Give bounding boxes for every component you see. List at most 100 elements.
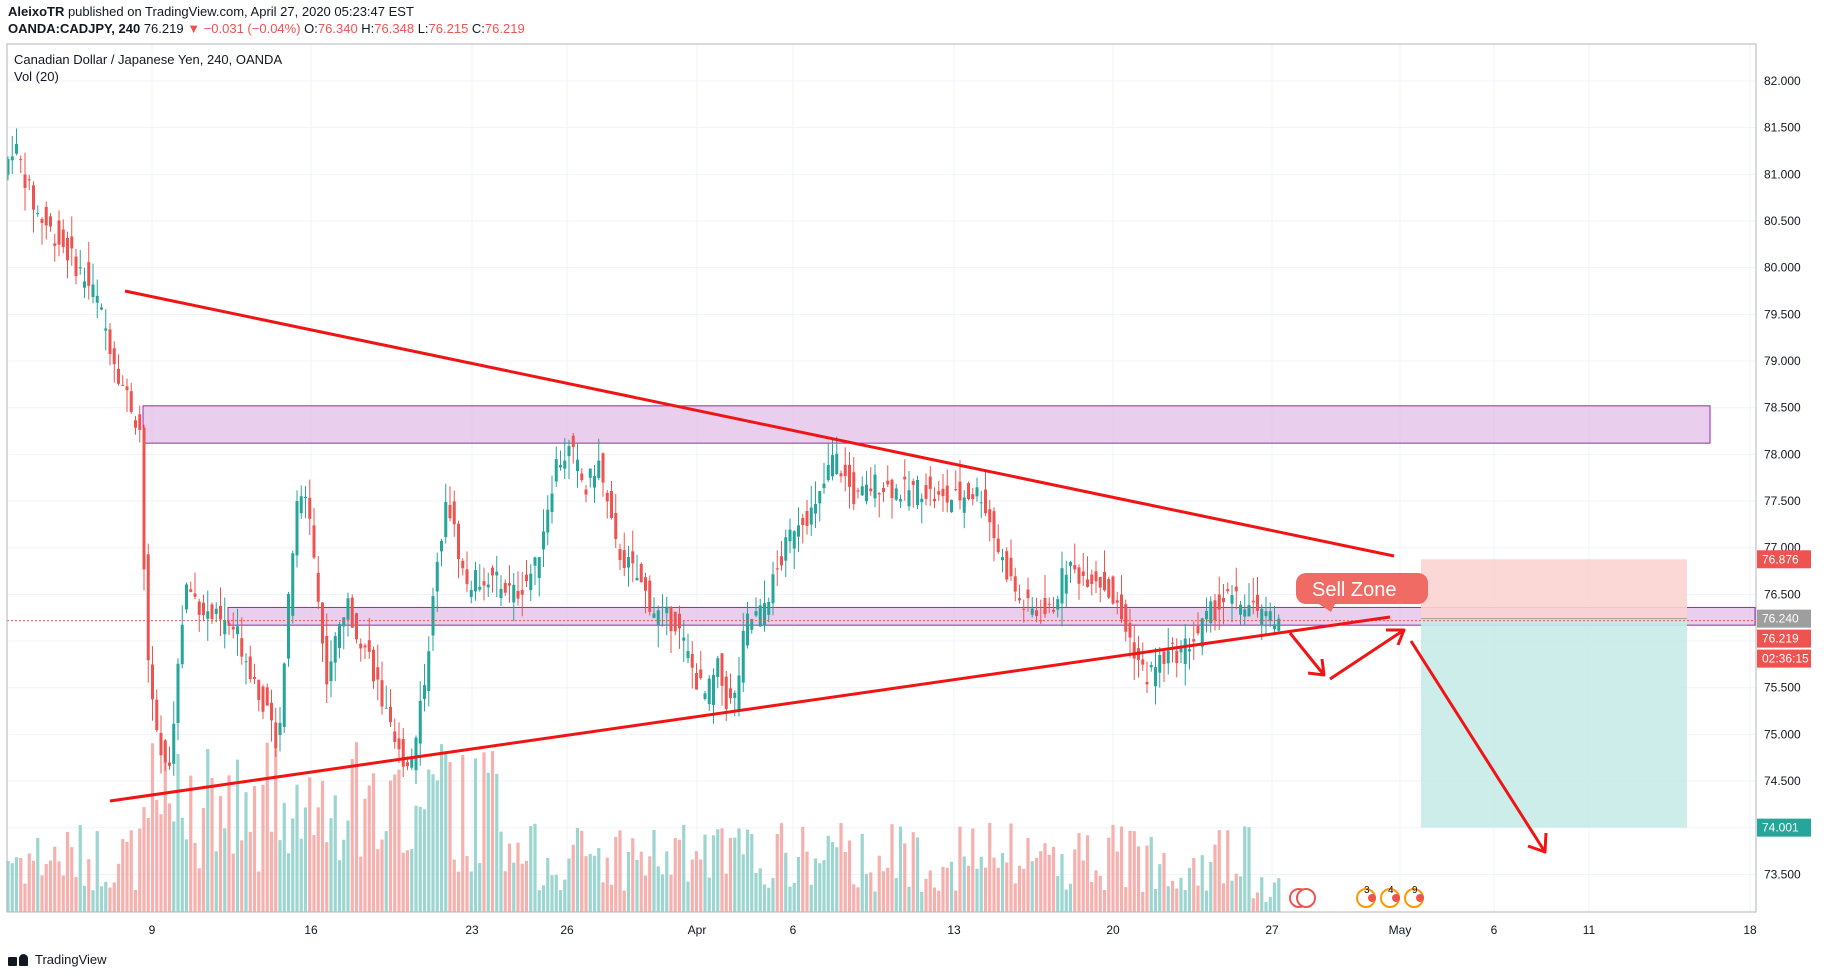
candle-body [822, 483, 826, 489]
candle-body [372, 649, 375, 682]
candle-body [618, 549, 622, 560]
volume-bar [682, 824, 686, 912]
volume-bar [405, 850, 410, 912]
candle-body [321, 602, 324, 644]
volume-bar [788, 886, 792, 912]
volume-bar [869, 872, 873, 912]
candle-body [512, 584, 516, 603]
resistance-zone[interactable] [142, 405, 1711, 444]
candle-body [1230, 595, 1234, 604]
close-label: C: [471, 21, 485, 36]
candle-body [27, 179, 31, 181]
candle-body [1264, 611, 1268, 617]
volume-bar [852, 884, 856, 912]
volume-bar [1264, 901, 1268, 912]
volume-bar [206, 749, 210, 912]
candle-body [707, 678, 711, 705]
candle-body [1047, 603, 1051, 605]
volume-bar [949, 861, 954, 912]
volume-bar [881, 871, 886, 912]
y-tick-label: 82.000 [1764, 74, 1801, 88]
volume-bar [1098, 875, 1102, 912]
candle-body [916, 479, 919, 506]
candle-body [146, 554, 150, 661]
candle-body [525, 574, 528, 582]
candle-body [542, 531, 545, 550]
volume-bar [1187, 867, 1192, 912]
volume-bar [767, 887, 771, 912]
volume-bar [558, 890, 563, 912]
candle-body [478, 586, 482, 590]
candle-body [661, 606, 664, 608]
candle-body [1018, 598, 1021, 601]
sell-zone-bubble[interactable] [1296, 573, 1428, 604]
candle-body [406, 762, 409, 767]
y-tick-label: 74.500 [1764, 774, 1801, 788]
candle-body [359, 643, 363, 649]
short-position-risk[interactable] [1421, 559, 1687, 619]
volume-bar [975, 868, 979, 912]
candle-body [1205, 610, 1208, 620]
zones-layer [142, 405, 1756, 828]
volume-bar [248, 831, 252, 912]
volume-bar [70, 847, 74, 912]
volume-bar [278, 840, 282, 912]
candle-body [474, 570, 477, 592]
volume-bar [533, 823, 537, 912]
candle-body [1234, 586, 1238, 592]
volume-bar [537, 890, 541, 912]
sell-zone-annotation[interactable]: Sell Zone [1296, 573, 1428, 612]
volume-bar [707, 877, 711, 912]
volume-bar [329, 818, 333, 912]
volume-bar [580, 830, 584, 912]
volume-bar [291, 818, 295, 912]
footer-brand[interactable]: TradingView [8, 952, 107, 967]
volume-bar [915, 837, 920, 912]
volume-bar [82, 885, 87, 912]
volume-bar [826, 835, 830, 912]
volume-bar [813, 858, 818, 912]
open-label: O: [304, 21, 318, 36]
candle-body [1149, 665, 1153, 668]
candle-body [865, 484, 868, 502]
candle-body [571, 435, 575, 447]
candle-body [529, 573, 533, 591]
volume-bar [1073, 849, 1077, 912]
candle-body [1247, 605, 1251, 617]
footer-brand-text: TradingView [35, 952, 107, 967]
candle-body [125, 386, 129, 391]
volume-bar [1179, 877, 1183, 912]
volume-bar [401, 852, 405, 912]
volume-bar [920, 891, 924, 912]
volume-bar [656, 866, 660, 912]
candle-body [6, 159, 10, 175]
candle-body [36, 213, 40, 215]
volume-bar [473, 758, 478, 912]
volume-bar [27, 853, 31, 912]
candle-body [1115, 600, 1119, 603]
candle-body [159, 732, 163, 756]
volume-bar [269, 831, 274, 912]
candle-body [920, 498, 924, 503]
volume-bar [189, 775, 193, 912]
candle-body [70, 236, 74, 249]
bar-countdown-label-bg [1757, 649, 1811, 668]
volume-bar [860, 833, 864, 912]
volume-bar [252, 786, 257, 912]
candle-body [210, 604, 214, 619]
short-position-reward[interactable] [1421, 618, 1687, 828]
ascending-trendline [109, 615, 1391, 803]
y-tick-label: 78.500 [1764, 401, 1801, 415]
event-markers[interactable]: 3 4 9 [1289, 885, 1424, 908]
candle-body [257, 679, 261, 701]
candle-body [134, 420, 137, 428]
y-tick-label: 81.000 [1764, 167, 1801, 181]
volume-bar [720, 828, 724, 912]
candle-body [856, 490, 860, 492]
candle-body [1158, 654, 1162, 673]
publisher-name[interactable]: AleixoTR [8, 4, 65, 19]
volume-bar [520, 863, 524, 912]
volume-bar [422, 809, 427, 912]
volume-bar [456, 871, 461, 912]
